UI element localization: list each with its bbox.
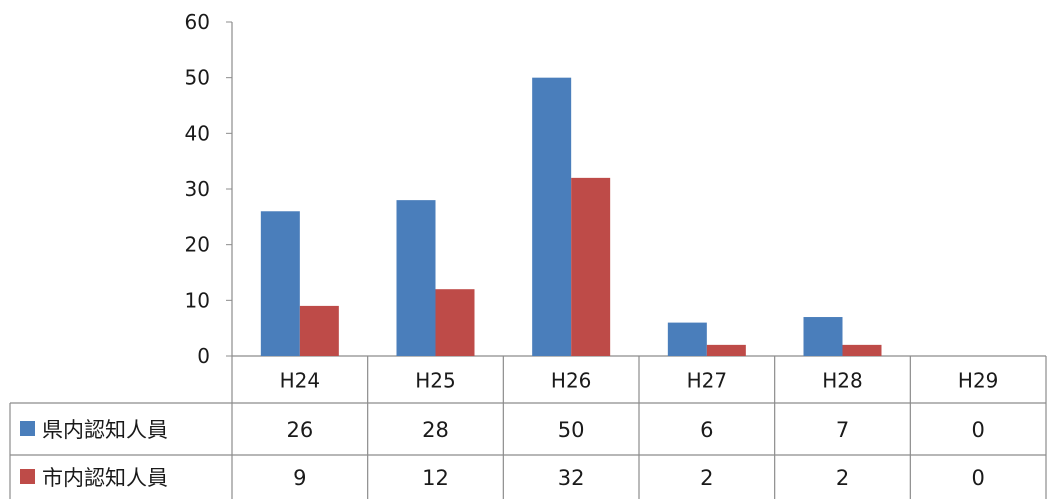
legend-key-series-2 <box>20 469 35 484</box>
category-label: H25 <box>415 369 456 393</box>
table-cell-value: 0 <box>971 466 984 490</box>
bar-H25-series-1 <box>396 200 436 356</box>
category-label: H29 <box>958 369 999 393</box>
category-label: H27 <box>687 369 728 393</box>
legend-label-series-1: 県内認知人員 <box>42 418 168 442</box>
y-tick-label: 50 <box>185 66 210 90</box>
bar-H24-series-1 <box>260 211 300 356</box>
y-tick-label: 60 <box>185 10 210 34</box>
bars <box>260 77 882 357</box>
table-cell-value: 2 <box>700 466 713 490</box>
category-label: H28 <box>822 369 863 393</box>
table-cell-value: 32 <box>558 466 585 490</box>
legend-label-series-2: 市内認知人員 <box>42 466 168 490</box>
legend-key-series-1 <box>20 421 35 436</box>
table-cell-value: 50 <box>558 418 585 442</box>
y-tick-label: 10 <box>185 288 210 312</box>
table-cell-value: 0 <box>971 418 984 442</box>
table-cell-value: 26 <box>286 418 313 442</box>
bar-H24-series-2 <box>299 305 339 356</box>
bar-H26-series-1 <box>532 77 572 357</box>
bar-H28-series-2 <box>842 344 882 356</box>
category-label: H26 <box>551 369 592 393</box>
bar-H27-series-1 <box>667 322 707 356</box>
table-cell-value: 28 <box>422 418 449 442</box>
table-cell-value: 6 <box>700 418 713 442</box>
table-cell-value: 7 <box>836 418 849 442</box>
bar-H28-series-1 <box>803 317 843 356</box>
table-cell-value: 9 <box>293 466 306 490</box>
bar-H27-series-2 <box>706 344 746 356</box>
bar-H26-series-2 <box>571 177 611 356</box>
table-cell-value: 2 <box>836 466 849 490</box>
table-cell-value: 12 <box>422 466 449 490</box>
y-tick-label: 20 <box>185 233 210 257</box>
y-tick-label: 30 <box>185 177 210 201</box>
y-tick-label: 40 <box>185 121 210 145</box>
y-axis-ticks: 0 10 20 30 40 50 60 <box>185 10 232 368</box>
bar-H25-series-2 <box>435 289 475 356</box>
data-table: H24 H25 H26 H27 H28 H29 県内認知人員 26 28 50 6 7 0 市内認知人員 9… <box>9 356 1047 499</box>
category-label: H24 <box>280 369 321 393</box>
y-tick-label: 0 <box>197 344 210 368</box>
